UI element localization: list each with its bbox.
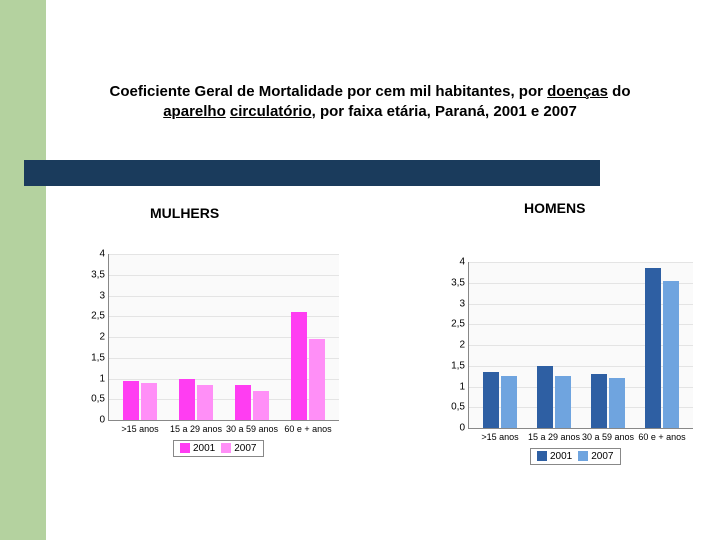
bar — [555, 376, 571, 428]
x-category-label: 60 e + anos — [638, 432, 685, 442]
gridline — [109, 275, 339, 276]
bar — [123, 381, 139, 420]
y-tick-label: 2,5 — [91, 311, 105, 322]
bar — [645, 268, 661, 428]
y-tick-label: 2,5 — [451, 319, 465, 330]
bar — [141, 383, 157, 420]
bar — [179, 379, 195, 421]
x-category-label: >15 anos — [481, 432, 518, 442]
y-tick-label: 4 — [99, 249, 105, 260]
left-sidebar — [0, 0, 46, 540]
bar — [537, 366, 553, 428]
legend-label: 2001 — [193, 443, 215, 454]
y-tick-label: 3 — [459, 298, 465, 309]
legend-swatch — [578, 451, 588, 461]
legend-label: 2001 — [550, 451, 572, 462]
legend-label: 2007 — [591, 451, 613, 462]
x-category-label: >15 anos — [121, 424, 158, 434]
legend: 2001 2007 — [530, 448, 621, 465]
decorative-band — [2, 160, 600, 186]
main-title: Coeficiente Geral de Mortalidade por cem… — [90, 82, 650, 121]
bar — [253, 391, 269, 420]
y-tick-label: 2 — [99, 332, 105, 343]
left-chart-label: MULHERS — [150, 205, 219, 221]
y-tick-label: 1 — [459, 381, 465, 392]
legend-swatch — [537, 451, 547, 461]
y-tick-label: 1,5 — [451, 360, 465, 371]
x-category-label: 30 a 59 anos — [226, 424, 278, 434]
y-tick-label: 3,5 — [451, 277, 465, 288]
y-tick-label: 3 — [99, 290, 105, 301]
y-tick-label: 4 — [459, 257, 465, 268]
bar — [197, 385, 213, 420]
y-tick-label: 0 — [459, 423, 465, 434]
bar — [591, 374, 607, 428]
right-chart-label: HOMENS — [524, 200, 585, 216]
legend-swatch — [180, 443, 190, 453]
legend-swatch — [221, 443, 231, 453]
plot-area: 00,511,522,533,54>15 anos15 a 29 anos30 … — [468, 262, 693, 429]
y-tick-label: 1 — [99, 373, 105, 384]
plot-area: 00,511,522,533,54>15 anos15 a 29 anos30 … — [108, 254, 339, 421]
bar — [501, 376, 517, 428]
gridline — [109, 254, 339, 255]
x-category-label: 15 a 29 anos — [528, 432, 580, 442]
legend-label: 2007 — [234, 443, 256, 454]
y-tick-label: 2 — [459, 340, 465, 351]
y-tick-label: 0,5 — [91, 394, 105, 405]
y-tick-label: 1,5 — [91, 352, 105, 363]
y-tick-label: 0 — [99, 415, 105, 426]
bar — [291, 312, 307, 420]
bar — [235, 385, 251, 420]
bar — [483, 372, 499, 428]
bar — [663, 281, 679, 428]
x-category-label: 30 a 59 anos — [582, 432, 634, 442]
x-category-label: 60 e + anos — [284, 424, 331, 434]
y-tick-label: 0,5 — [451, 402, 465, 413]
bar — [609, 378, 625, 428]
y-tick-label: 3,5 — [91, 269, 105, 280]
bar — [309, 339, 325, 420]
legend: 2001 2007 — [173, 440, 264, 457]
gridline — [469, 262, 693, 263]
gridline — [109, 296, 339, 297]
x-category-label: 15 a 29 anos — [170, 424, 222, 434]
